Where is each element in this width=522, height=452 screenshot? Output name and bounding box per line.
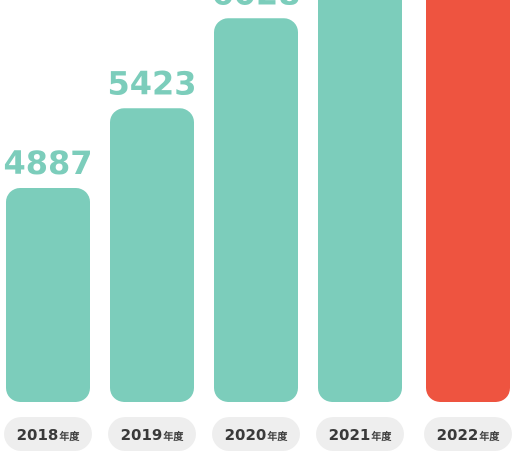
- category-pill-2020: [212, 417, 300, 451]
- category-pill-2022: [424, 417, 512, 451]
- bar-2022: [426, 0, 510, 402]
- bar-2020: [214, 18, 298, 403]
- value-labels-group: 48875423602862546676: [3, 0, 300, 182]
- value-label-2018: 4887: [3, 144, 92, 182]
- bars-group: [6, 0, 510, 403]
- bar-2018: [6, 188, 90, 402]
- category-label-2021: 2021年度: [329, 426, 393, 444]
- value-label-2020: 6028: [211, 0, 300, 12]
- category-pills-group: 2018年度 2019年度 2020年度 2021年度 2022年度: [4, 417, 512, 451]
- category-label-2018: 2018年度: [17, 426, 81, 444]
- category-label-2022: 2022年度: [437, 426, 501, 444]
- category-pill-2021: [316, 417, 404, 451]
- value-label-2019: 5423: [107, 64, 196, 102]
- category-pill-2019: [108, 417, 196, 451]
- bar-2019: [110, 108, 194, 402]
- category-label-2020: 2020年度: [225, 426, 289, 444]
- category-pill-2018: [4, 417, 92, 451]
- category-label-2019: 2019年度: [121, 426, 185, 444]
- bar-2021: [318, 0, 402, 402]
